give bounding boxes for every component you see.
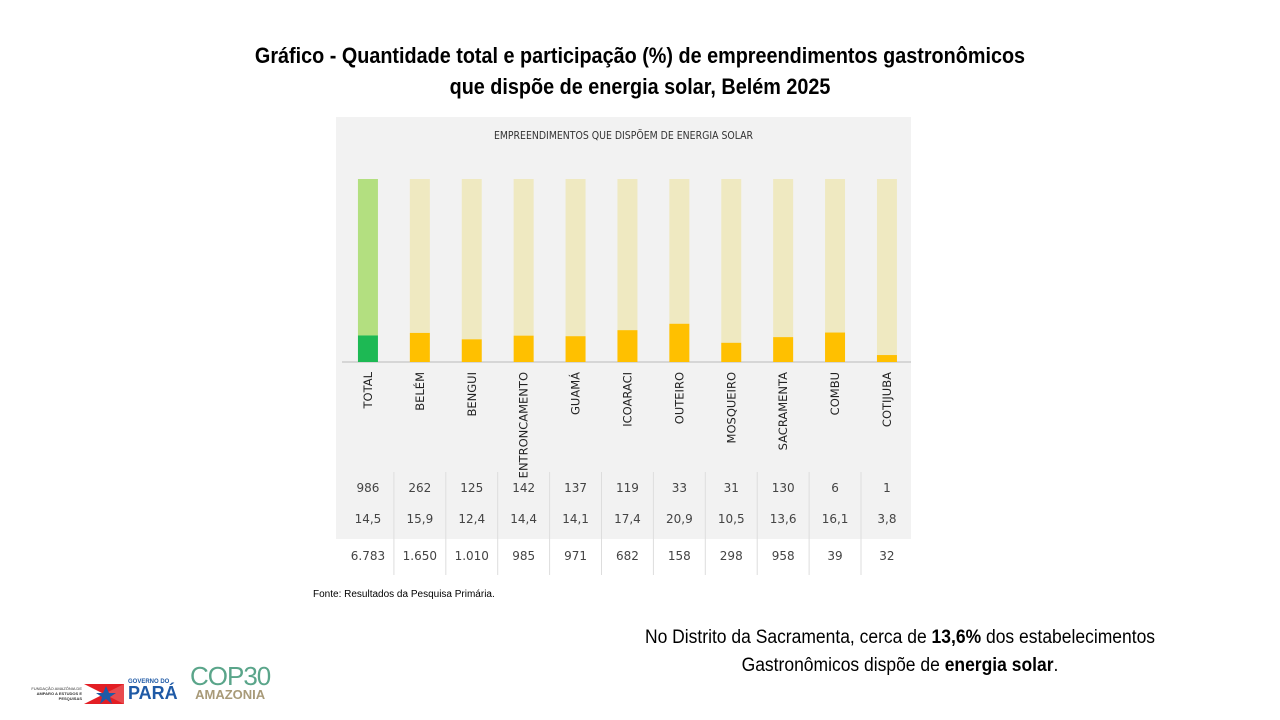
fapespa-logo: FUNDAÇÃO AMAZÔNIA DE AMPARO A ESTUDOS E P… (31, 686, 82, 701)
bar-rest (565, 179, 586, 337)
bar-rest (876, 179, 897, 356)
x-tick-label: MOSQUEIRO (724, 372, 738, 443)
table-cell: 31 (724, 481, 739, 495)
table-cell: 32 (879, 549, 894, 563)
x-tick-label: ENTRONCAMENTO (517, 372, 531, 478)
table-cell: 13,6 (770, 512, 797, 526)
bar-solar (565, 336, 586, 362)
table-cell: 17,4 (614, 512, 641, 526)
table-cell: 14,1 (562, 512, 589, 526)
governo-para-logo: GOVERNO DO PARÁ (128, 679, 178, 703)
bar-solar (617, 330, 638, 362)
table-cell: 3,8 (877, 512, 896, 526)
source-note: Fonte: Resultados da Pesquisa Primária. (313, 589, 495, 600)
table-cell: 1.650 (403, 549, 437, 563)
table-cell: 158 (668, 549, 691, 563)
chart-svg: TOTAL 986 14,5 6.783 BELÉM 262 15,9 1.650 BENGUI… (336, 179, 911, 575)
bar-solar (409, 332, 430, 362)
chart: EMPREENDIMENTOS QUE DISPÕEM DE ENERGIA S… (336, 117, 911, 575)
x-tick-label: COTIJUBA (880, 372, 894, 427)
bar-rest (773, 179, 794, 338)
x-tick-label: BELÉM (412, 372, 427, 411)
x-tick-label: GUAMÁ (568, 372, 583, 415)
x-tick-label: SACRAMENTA (776, 372, 790, 451)
table-cell: 14,5 (355, 512, 382, 526)
bar-solar (721, 342, 742, 362)
bar-rest (513, 179, 534, 336)
bar-solar (669, 323, 690, 362)
table-cell: 298 (720, 549, 743, 563)
table-cell: 137 (564, 481, 587, 495)
x-tick-label: BENGUI (465, 372, 479, 416)
table-cell: 125 (460, 481, 483, 495)
table-cell: 682 (616, 549, 639, 563)
table-cell: 15,9 (406, 512, 433, 526)
x-tick-label: OUTEIRO (672, 372, 686, 424)
table-cell: 1 (883, 481, 891, 495)
bar-rest (617, 179, 638, 331)
bar-solar (513, 335, 534, 362)
x-tick-label: ICOARACI (620, 372, 634, 427)
bar-solar (461, 339, 482, 362)
bar-rest (825, 179, 846, 333)
table-row-bg (336, 539, 911, 575)
table-cell: 14,4 (510, 512, 537, 526)
table-cell: 958 (772, 549, 795, 563)
x-tick-label: TOTAL (361, 371, 375, 409)
table-cell: 10,5 (718, 512, 745, 526)
bar-rest (409, 179, 430, 333)
bar-solar (773, 337, 794, 362)
table-cell: 6.783 (351, 549, 385, 563)
bar-solar (825, 332, 846, 362)
table-cell: 971 (564, 549, 587, 563)
table-cell: 33 (672, 481, 687, 495)
table-cell: 142 (512, 481, 535, 495)
chart-title: EMPREENDIMENTOS QUE DISPÕEM DE ENERGIA S… (493, 129, 754, 142)
bar-rest (461, 179, 482, 340)
table-cell: 130 (772, 481, 795, 495)
table-cell: 6 (831, 481, 839, 495)
bar-rest (721, 179, 742, 343)
x-tick-label: COMBU (828, 372, 842, 415)
table-cell: 262 (408, 481, 431, 495)
table-cell: 1.010 (455, 549, 489, 563)
para-flag-logo (84, 684, 124, 704)
table-cell: 16,1 (822, 512, 849, 526)
table-cell: 986 (356, 481, 379, 495)
table-cell: 20,9 (666, 512, 693, 526)
bar-solar (357, 335, 378, 362)
table-cell: 12,4 (458, 512, 485, 526)
bar-solar (876, 355, 897, 362)
table-cell: 985 (512, 549, 535, 563)
bar-rest (357, 179, 378, 336)
bar-rest (669, 179, 690, 324)
table-cell: 119 (616, 481, 639, 495)
table-cell: 39 (827, 549, 842, 563)
page-title: Gráfico - Quantidade total e participaçã… (254, 43, 1026, 99)
cop30-logo: COP30 AMAZONIA (190, 661, 271, 702)
highlight-note: No Distrito da Sacramenta, cerca de 13,6… (644, 627, 1156, 676)
